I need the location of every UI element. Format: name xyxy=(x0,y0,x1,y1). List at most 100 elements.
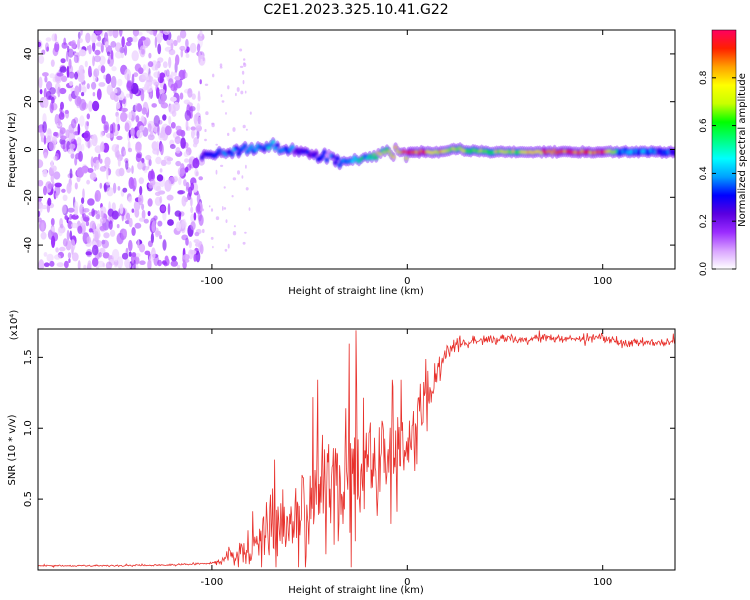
noise-blob xyxy=(73,54,79,64)
noise-blob xyxy=(202,57,205,62)
noise-blob xyxy=(222,206,224,211)
spectrogram-y-ticks: -40 -20 0 20 40 xyxy=(23,48,675,253)
noise-blob xyxy=(169,144,176,149)
ridge-peak-cell xyxy=(288,148,293,152)
noise-blob xyxy=(190,221,196,231)
noise-blob xyxy=(104,41,109,48)
noise-blob xyxy=(223,186,226,189)
noise-blob xyxy=(97,260,105,268)
noise-blob xyxy=(99,182,103,189)
noise-blob xyxy=(106,84,114,96)
noise-blob xyxy=(146,84,153,93)
noise-blob xyxy=(159,88,166,94)
noise-blob xyxy=(81,197,85,204)
noise-blob xyxy=(135,115,140,123)
noise-blob xyxy=(128,217,133,228)
noise-blob xyxy=(197,210,202,222)
colorbar-tick-label: 0.8 xyxy=(699,70,709,85)
noise-blob xyxy=(180,49,184,58)
noise-blob xyxy=(208,205,211,208)
noise-blob xyxy=(42,121,47,133)
noise-blob xyxy=(84,60,88,68)
x-tick-label: -100 xyxy=(201,577,224,588)
noise-blob xyxy=(196,203,201,213)
noise-blob xyxy=(86,236,91,244)
noise-blob xyxy=(157,32,165,41)
x-tick-label: -100 xyxy=(201,276,224,287)
noise-blob xyxy=(39,203,43,213)
noise-blob xyxy=(220,164,224,167)
noise-blob xyxy=(68,129,76,142)
noise-blob xyxy=(182,254,190,260)
noise-blob xyxy=(111,248,120,262)
noise-blob xyxy=(89,172,97,181)
noise-blob xyxy=(99,130,104,138)
noise-blob xyxy=(109,229,116,237)
noise-blob xyxy=(240,90,244,95)
noise-blob xyxy=(191,93,196,100)
noise-blob xyxy=(237,170,240,175)
noise-blob xyxy=(204,128,207,133)
y-tick-label: 1.0 xyxy=(23,420,34,436)
noise-blob xyxy=(143,218,149,224)
noise-blob xyxy=(249,111,252,115)
noise-blob xyxy=(244,90,247,94)
noise-blob xyxy=(232,231,237,236)
noise-blob xyxy=(136,129,143,139)
noise-blob xyxy=(38,55,45,64)
noise-blob xyxy=(120,233,124,241)
noise-blob xyxy=(86,121,89,127)
noise-blob xyxy=(52,165,57,172)
ridge-peak-cell xyxy=(372,153,377,157)
noise-blob xyxy=(95,240,102,247)
noise-blob xyxy=(57,86,61,98)
noise-blob xyxy=(85,221,90,227)
noise-blob xyxy=(113,259,119,266)
noise-blob xyxy=(46,81,53,91)
noise-blob xyxy=(210,236,214,240)
y-tick-label: -40 xyxy=(23,237,34,253)
noise-blob xyxy=(92,100,100,112)
noise-blob xyxy=(168,49,176,56)
noise-blob xyxy=(177,166,185,177)
noise-blob xyxy=(91,32,97,44)
noise-blob xyxy=(43,252,48,257)
noise-blob xyxy=(184,110,191,121)
noise-blob xyxy=(141,209,146,220)
noise-blob xyxy=(87,168,94,173)
noise-blob xyxy=(131,252,137,258)
noise-blob xyxy=(78,49,87,57)
noise-blob xyxy=(39,89,43,95)
noise-blob xyxy=(154,64,159,71)
noise-blob xyxy=(154,191,161,196)
noise-blob xyxy=(60,139,67,150)
noise-blob xyxy=(46,253,54,262)
noise-blob xyxy=(74,85,80,97)
noise-blob xyxy=(67,252,72,259)
noise-blob xyxy=(166,157,174,162)
noise-blob xyxy=(91,81,97,90)
noise-blob xyxy=(135,153,142,163)
noise-blob xyxy=(106,167,109,180)
noise-blob xyxy=(138,177,144,185)
noise-blob xyxy=(148,158,152,167)
noise-blob xyxy=(241,70,245,75)
noise-blob xyxy=(164,179,172,192)
noise-blob xyxy=(125,247,129,255)
noise-blob xyxy=(91,244,99,256)
noise-blob xyxy=(182,261,187,269)
noise-blob xyxy=(67,207,75,213)
noise-blob xyxy=(117,90,125,101)
noise-blob xyxy=(210,208,214,212)
ridge-peak-cell xyxy=(350,159,355,163)
noise-blob xyxy=(86,179,90,185)
noise-blob xyxy=(148,52,152,59)
noise-blob xyxy=(97,35,102,42)
noise-blob xyxy=(122,228,128,237)
ridge-peak-cell xyxy=(236,152,241,156)
noise-blob xyxy=(190,126,196,131)
noise-blob xyxy=(181,219,185,229)
noise-blob xyxy=(113,92,120,102)
ridge-peak-cell xyxy=(374,156,379,160)
noise-blob xyxy=(175,125,182,132)
